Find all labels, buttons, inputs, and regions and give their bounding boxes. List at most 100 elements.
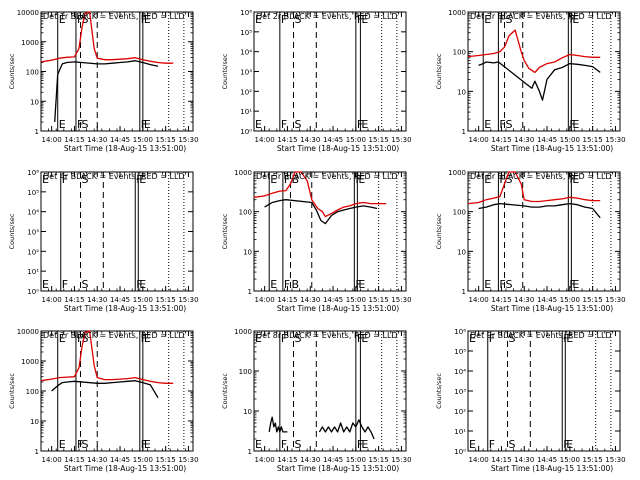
y-tick-label: 10 <box>457 248 466 256</box>
event-marker-label: S <box>82 13 89 26</box>
event-marker-label: S <box>509 332 516 345</box>
y-axis-label: Counts/sec <box>435 53 443 89</box>
y-tick-label: 100 <box>453 209 466 217</box>
x-tick-label: 15:30 <box>605 296 625 304</box>
event-marker-label: E <box>59 13 66 26</box>
event-marker-label: F <box>141 118 147 131</box>
event-marker-label: E <box>572 13 579 26</box>
y-tick-label: 1000 <box>234 169 252 177</box>
y-axis-label: Counts/sec <box>435 373 443 409</box>
event-marker-label: F <box>563 438 569 451</box>
y-tick-label: 10⁶ <box>240 9 252 17</box>
y-axis-label: Counts/sec <box>8 213 16 249</box>
lld-series-line <box>467 171 601 205</box>
event-marker-label: E <box>144 332 151 345</box>
y-tick-label: 1 <box>35 128 39 136</box>
event-marker-label: F <box>489 438 495 451</box>
x-tick-label: 15:15 <box>583 136 603 144</box>
event-marker-label: F <box>569 278 575 291</box>
y-tick-label: 1 <box>248 448 252 456</box>
event-marker-label: F <box>62 278 68 291</box>
y-tick-label: 10 <box>30 418 39 426</box>
event-marker-label: F <box>499 118 505 131</box>
y-tick-label: 10⁶ <box>27 169 39 177</box>
x-axis-label: Start Time (18-Aug-15 13:51:00) <box>64 464 186 473</box>
events-series-line <box>268 416 288 433</box>
x-axis-label: Start Time (18-Aug-15 13:51:00) <box>491 464 613 473</box>
event-marker-label: E <box>572 173 579 186</box>
y-tick-label: 100 <box>26 388 39 396</box>
y-tick-label: 1000 <box>234 328 252 336</box>
y-tick-label: 10⁰ <box>454 448 466 456</box>
y-tick-label: 10¹ <box>454 428 466 436</box>
y-tick-label: 10¹ <box>240 108 252 116</box>
x-tick-label: 14:00 <box>255 296 275 304</box>
panel-title: Det 2r BLACK = Events, RED = LLD <box>256 12 398 21</box>
event-marker-label: F <box>284 173 290 186</box>
x-tick-label: 14:15 <box>64 296 84 304</box>
event-marker-label: F <box>136 173 142 186</box>
x-tick-label: 15:15 <box>583 296 603 304</box>
x-tick-label: 15:30 <box>605 456 625 464</box>
event-marker-label: E <box>255 332 262 345</box>
y-axis-label: Counts/sec <box>8 53 16 89</box>
y-tick-label: 10¹ <box>27 268 39 276</box>
event-marker-label: E <box>270 173 277 186</box>
x-tick-label: 14:00 <box>255 136 275 144</box>
x-tick-label: 15:15 <box>369 136 389 144</box>
x-axis-label: Start Time (18-Aug-15 13:51:00) <box>277 144 399 153</box>
y-tick-label: 10000 <box>17 328 39 336</box>
event-marker-label: S <box>505 278 512 291</box>
x-tick-label: 14:15 <box>64 136 84 144</box>
panel-title: Det 6r BLACK = Events, RED = LLD <box>470 172 612 181</box>
y-axis-label: Counts/sec <box>435 213 443 249</box>
x-tick-label: 14:15 <box>64 456 84 464</box>
event-marker-label: F <box>136 278 142 291</box>
plot-frame <box>40 11 194 132</box>
events-series-line <box>51 380 159 399</box>
event-marker-label: E <box>361 13 368 26</box>
event-marker-label: F <box>77 332 83 345</box>
y-tick-label: 10 <box>457 88 466 96</box>
event-marker-label: S <box>505 13 512 26</box>
x-tick-label: 14:30 <box>514 136 534 144</box>
lld-series-line <box>467 29 601 74</box>
event-marker-label: B <box>291 173 299 186</box>
plot-frame <box>467 171 621 292</box>
plot-frame <box>40 171 194 292</box>
x-tick-label: 14:00 <box>42 136 62 144</box>
plot-frame <box>253 171 407 292</box>
event-marker-label: E <box>59 332 66 345</box>
y-tick-label: 10⁵ <box>27 189 39 197</box>
x-tick-label: 15:30 <box>605 136 625 144</box>
event-marker-label: F <box>281 438 287 451</box>
y-tick-label: 1 <box>248 288 252 296</box>
event-marker-label: E <box>361 332 368 345</box>
x-axis-label: Start Time (18-Aug-15 13:51:00) <box>277 304 399 313</box>
panel-title: Det 3r BLACK = Events, RED = LLD <box>470 12 612 21</box>
event-marker-label: E <box>144 13 151 26</box>
event-marker-label: F <box>569 173 575 186</box>
y-tick-label: 100 <box>239 209 252 217</box>
event-marker-label: F <box>355 173 361 186</box>
x-tick-label: 14:00 <box>42 456 62 464</box>
plot-frame <box>467 11 621 132</box>
event-marker-label: E <box>469 332 476 345</box>
event-marker-label: E <box>358 173 365 186</box>
event-marker-label: E <box>270 278 277 291</box>
y-tick-label: 10⁶ <box>454 328 466 336</box>
event-marker-label: E <box>484 13 491 26</box>
y-tick-label: 10 <box>243 408 252 416</box>
x-tick-label: 14:45 <box>537 136 557 144</box>
panel-det-2: 10⁰ 10¹ 10² 10³ 10⁴ 10⁵ 10⁶ 14:00 14:15 14:30 14:4… <box>221 9 412 153</box>
y-tick-label: 1 <box>462 288 466 296</box>
event-marker-label: E <box>144 438 151 451</box>
x-axis-label: Start Time (18-Aug-15 13:51:00) <box>491 304 613 313</box>
event-marker-label: F <box>77 13 83 26</box>
x-tick-label: 14:30 <box>514 456 534 464</box>
event-marker-label: F <box>281 13 287 26</box>
x-axis-label: Start Time (18-Aug-15 13:51:00) <box>491 144 613 153</box>
panel-det-3: 1 10 100 1000 14:00 14:15 14:30 14:45 15:00 15:15… <box>435 9 626 153</box>
panel-det-5: 1 10 100 1000 14:00 14:15 14:30 14:45 15:00 15:15… <box>221 169 412 313</box>
panel-det-4: 10⁰ 10¹ 10² 10³ 10⁴ 10⁵ 10⁶ 14:00 14:15 14:30 14:4… <box>8 169 199 313</box>
